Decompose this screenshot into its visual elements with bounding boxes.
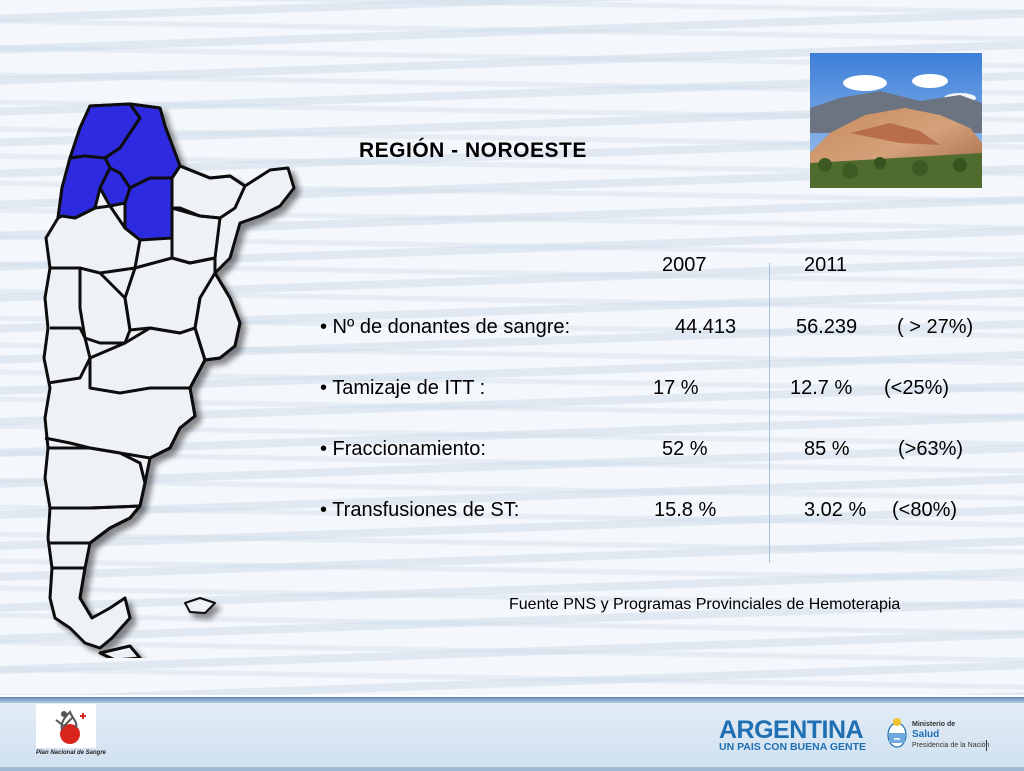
- data-row-fraccionamiento: • Fraccionamiento: 52 % 85 % (>63%): [320, 438, 1020, 464]
- row-value-2011: 85 %: [804, 438, 850, 460]
- argentina-map: [42, 102, 296, 658]
- data-row-transfusiones: • Transfusiones de ST: 15.8 % 3.02 % (<8…: [320, 499, 1020, 525]
- pns-caption: Plan Nacional de Sangre: [36, 750, 107, 756]
- column-divider: [769, 263, 770, 563]
- slide-title: REGIÓN - NOROESTE: [359, 139, 587, 162]
- footer-bar: [0, 695, 1024, 771]
- year-header-2007: 2007: [662, 254, 707, 276]
- row-change: (<25%): [884, 377, 950, 399]
- row-value-2007: 15.8 %: [654, 499, 717, 521]
- row-value-2007: 44.413: [675, 316, 737, 338]
- footer-divider: [0, 697, 1024, 703]
- presidencia-divider: [986, 740, 987, 751]
- argentina-tagline: UN PAIS CON BUENA GENTE: [719, 741, 867, 753]
- source-note: Fuente PNS y Programas Provinciales de H…: [509, 596, 901, 613]
- data-row-donantes: • Nº de donantes de sangre: 44.413 56.23…: [320, 316, 1020, 342]
- row-value-2011: 56.239: [796, 316, 858, 338]
- national-coat-of-arms-icon: [887, 718, 907, 748]
- row-label: • Transfusiones de ST:: [320, 499, 520, 521]
- argentina-brand: ARGENTINA: [719, 716, 864, 744]
- pns-logo: [36, 704, 96, 748]
- row-value-2011: 3.02 %: [804, 499, 867, 521]
- ministerio-label: Ministerio de: [912, 721, 956, 728]
- data-row-tamizaje: • Tamizaje de ITT : 17 % 12.7 % (<25%): [320, 377, 1020, 403]
- salud-label: Salud: [912, 729, 940, 740]
- year-header-2011: 2011: [804, 254, 848, 276]
- region-noroeste-santiago: [123, 176, 174, 242]
- row-value-2011: 12.7 %: [790, 377, 853, 399]
- row-change: ( > 27%): [897, 316, 974, 338]
- islas-malvinas: [184, 597, 216, 614]
- row-value-2007: 52 %: [662, 438, 708, 460]
- presidencia-label: Presidencia de la Nación: [912, 742, 990, 749]
- row-value-2007: 17 %: [653, 377, 699, 399]
- landscape-photo: [810, 53, 982, 188]
- row-label: • Fraccionamiento:: [320, 438, 486, 460]
- row-change: (<80%): [892, 499, 958, 521]
- row-change: (>63%): [898, 438, 964, 460]
- row-label: • Tamizaje de ITT :: [320, 377, 486, 399]
- tierra-del-fuego: [98, 644, 142, 658]
- row-label: • Nº de donantes de sangre:: [320, 316, 571, 338]
